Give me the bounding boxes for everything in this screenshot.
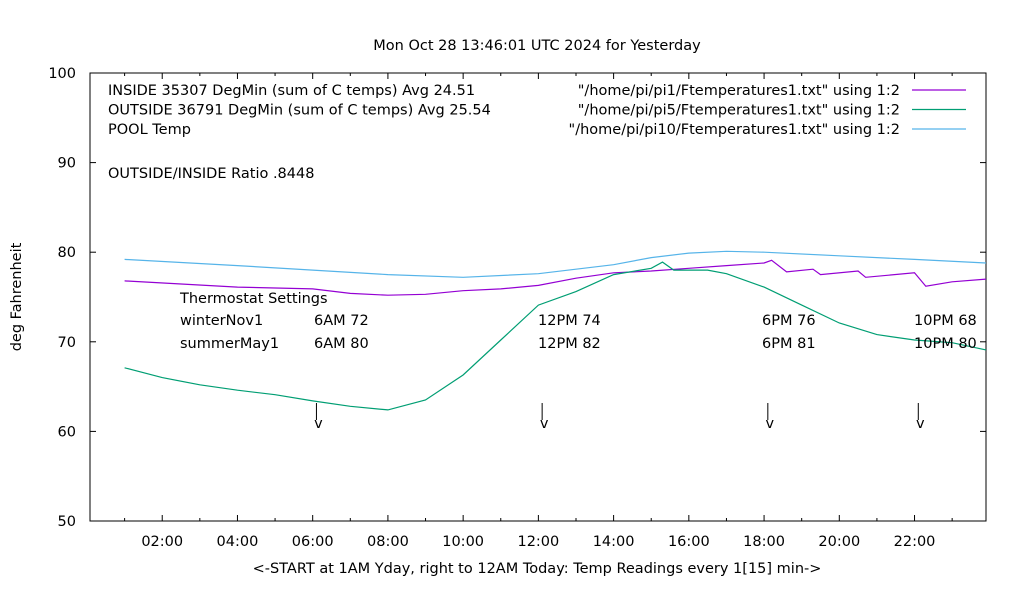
- y-tick-label: 90: [58, 156, 76, 172]
- x-tick-label: 02:00: [141, 534, 183, 550]
- y-tick-label: 70: [58, 335, 76, 351]
- legend-name: INSIDE 35307 DegMin (sum of C temps) Avg…: [108, 83, 475, 99]
- y-tick-label: 80: [58, 245, 76, 261]
- thermostat-setting: 12PM 74: [538, 313, 601, 329]
- legend-source: "/home/pi/pi10/Ftemperatures1.txt" using…: [569, 122, 900, 138]
- y-tick-label: 100: [48, 66, 76, 82]
- legend-name: OUTSIDE 36791 DegMin (sum of C temps) Av…: [108, 103, 491, 119]
- x-tick-label: 14:00: [593, 534, 635, 550]
- thermostat-setting: 6PM 81: [762, 336, 816, 352]
- thermostat-setting: 10PM 80: [914, 336, 977, 352]
- chart-title: Mon Oct 28 13:46:01 UTC 2024 for Yesterd…: [373, 38, 701, 54]
- x-tick-label: 10:00: [442, 534, 484, 550]
- thermostat-title: Thermostat Settings: [179, 291, 328, 307]
- legend-source: "/home/pi/pi1/Ftemperatures1.txt" using …: [578, 83, 900, 99]
- thermostat-setting: 6AM 80: [314, 336, 369, 352]
- y-axis-label: deg Fahrenheit: [9, 242, 25, 351]
- x-tick-label: 06:00: [292, 534, 334, 550]
- y-tick-label: 50: [58, 514, 76, 530]
- x-axis-label: <-START at 1AM Yday, right to 12AM Today…: [253, 561, 822, 577]
- thermostat-row-label: summerMay1: [180, 336, 279, 352]
- arrow-head: v: [916, 416, 925, 432]
- legend-name: POOL Temp: [108, 122, 191, 138]
- thermostat-setting: 12PM 82: [538, 336, 601, 352]
- series-line-2: [124, 250, 987, 278]
- legend-source: "/home/pi/pi5/Ftemperatures1.txt" using …: [578, 103, 900, 119]
- series-line-1: [124, 261, 987, 411]
- arrow-head: v: [314, 416, 323, 432]
- ratio-label: OUTSIDE/INSIDE Ratio .8448: [108, 166, 314, 182]
- y-tick-label: 60: [58, 424, 76, 440]
- thermostat-setting: 10PM 68: [914, 313, 977, 329]
- thermostat-setting: 6PM 76: [762, 313, 816, 329]
- x-tick-label: 16:00: [668, 534, 710, 550]
- x-tick-label: 12:00: [517, 534, 559, 550]
- series-line-0: [124, 259, 987, 296]
- x-tick-label: 22:00: [894, 534, 936, 550]
- x-tick-label: 08:00: [367, 534, 409, 550]
- x-tick-label: 20:00: [818, 534, 860, 550]
- x-tick-label: 04:00: [217, 534, 259, 550]
- arrow-head: v: [766, 416, 775, 432]
- arrow-head: v: [540, 416, 549, 432]
- x-tick-label: 18:00: [743, 534, 785, 550]
- thermostat-setting: 6AM 72: [314, 313, 369, 329]
- thermostat-row-label: winterNov1: [180, 313, 263, 329]
